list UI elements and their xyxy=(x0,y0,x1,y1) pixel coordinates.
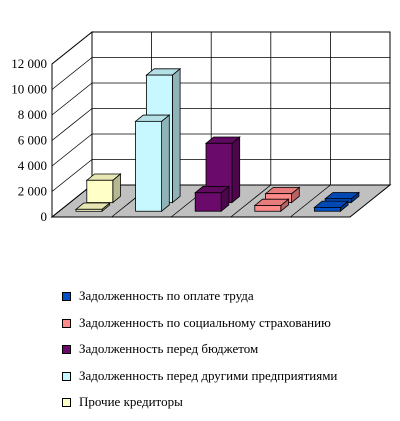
legend-label-social-insurance: Задолженность по социальному страхованию xyxy=(79,314,331,330)
legend-label-budget: Задолженность перед бюджетом xyxy=(79,341,259,356)
chart-area: 0 2 000 4 000 6 000 8 000 10 000 12 000 xyxy=(11,30,392,224)
legend-swatch-social-insurance xyxy=(62,318,71,328)
back-bar-2-side xyxy=(231,136,241,204)
floor-divider xyxy=(230,184,272,218)
legend-item-other-enterprises: Задолженность перед другими предприятиям… xyxy=(62,368,398,395)
legend-swatch-other-enterprises xyxy=(62,371,71,381)
y-tick-label: 6 000 xyxy=(18,133,47,148)
legend-item-other-creditors: Прочие кредиторы xyxy=(62,394,398,421)
back-bar-0-front xyxy=(86,179,114,204)
y-tick-label: 0 xyxy=(41,209,48,224)
gridline-side xyxy=(51,57,93,90)
gridline-side xyxy=(51,184,93,218)
front-bar-0-front xyxy=(75,208,103,212)
legend-label-other-enterprises: Задолженность перед другими предприятиям… xyxy=(79,367,338,383)
gridline-side xyxy=(51,82,93,116)
legend-item-social-insurance: Задолженность по социальному страхованию xyxy=(62,315,398,342)
gridline-side xyxy=(51,31,93,65)
y-tick-label: 8 000 xyxy=(18,107,47,122)
legend-swatch-other-creditors xyxy=(62,398,71,407)
front-bar-1-front xyxy=(135,120,163,212)
y-tick-label: 4 000 xyxy=(18,158,47,173)
legend-label-wages: Задолженность по оплате труда xyxy=(79,288,254,303)
front-bar-4-front xyxy=(313,207,341,212)
legend-swatch-budget xyxy=(62,345,71,354)
legend-item-budget: Задолженность перед бюджетом xyxy=(62,341,398,368)
floor-divider xyxy=(290,184,331,218)
y-tick-label: 10 000 xyxy=(11,82,47,97)
y-tick-label: 2 000 xyxy=(18,184,47,199)
legend: Задолженность по оплате труда Задолженно… xyxy=(62,288,398,421)
legend-item-wages: Задолженность по оплате труда xyxy=(62,288,398,315)
gridline-side xyxy=(51,133,93,167)
front-bar-1-side xyxy=(161,114,170,213)
legend-label-other-creditors: Прочие кредиторы xyxy=(79,394,183,409)
legend-swatch-wages xyxy=(62,292,71,301)
gridline-side xyxy=(51,108,93,141)
back-bar-1-side xyxy=(171,67,181,204)
front-bar-2-front xyxy=(194,192,222,212)
y-tick-label: 12 000 xyxy=(11,56,47,71)
gridline-side xyxy=(51,159,93,192)
front-bar-3-front xyxy=(254,205,282,212)
